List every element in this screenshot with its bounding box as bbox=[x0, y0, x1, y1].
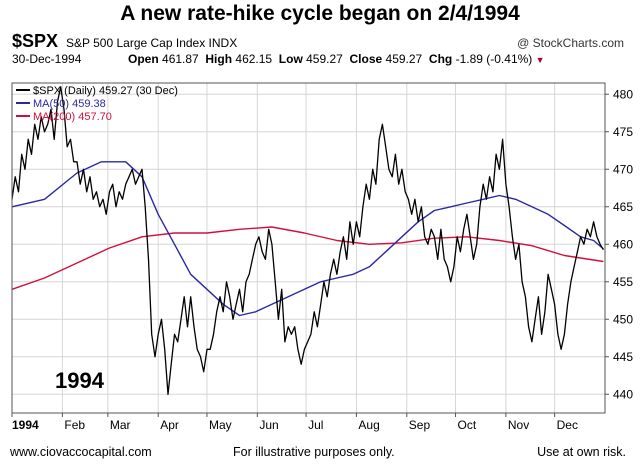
x-tick-label: 1994 bbox=[12, 418, 39, 432]
high-label: High bbox=[205, 52, 233, 66]
down-triangle-icon: ▼ bbox=[535, 55, 545, 65]
chg-label: Chg bbox=[428, 52, 453, 66]
chg-value: -1.89 (-0.41%) bbox=[455, 52, 533, 66]
chart-legend: $SPX (Daily) 459.27 (30 Dec)MA(50) 459.3… bbox=[16, 85, 178, 123]
close-value: 459.27 bbox=[385, 52, 423, 66]
low-label: Low bbox=[278, 52, 303, 66]
y-tick-label: 465 bbox=[613, 200, 633, 214]
x-tick-label: Dec bbox=[557, 418, 578, 432]
grid-lines bbox=[12, 83, 605, 413]
y-tick-label: 460 bbox=[613, 237, 633, 251]
quote-date: 30-Dec-1994 bbox=[12, 52, 82, 66]
x-tick-label: Oct bbox=[458, 418, 477, 432]
quote-values: Open 461.87 High 462.15 Low 459.27 Close… bbox=[128, 52, 545, 66]
close-label: Close bbox=[349, 52, 383, 66]
x-tick-label: Mar bbox=[110, 418, 131, 432]
plot-frame bbox=[11, 82, 606, 414]
y-tick-label: 450 bbox=[613, 312, 633, 326]
x-tick-label: Apr bbox=[160, 418, 179, 432]
y-axis-ticks: 440 445 450 455 460 465 470 475 480 bbox=[605, 87, 633, 401]
chart-header: $SPX S&P 500 Large Cap Index INDX @ Stoc… bbox=[12, 30, 630, 66]
x-tick-label: Sep bbox=[409, 418, 431, 432]
y-tick-label: 440 bbox=[613, 387, 633, 401]
legend-label: $SPX (Daily) 459.27 (30 Dec) bbox=[33, 85, 178, 97]
ticker-symbol: $SPX bbox=[12, 31, 59, 51]
series-line-ma50 bbox=[11, 161, 604, 317]
y-tick-label: 475 bbox=[613, 125, 633, 139]
open-label: Open bbox=[128, 52, 159, 66]
open-value: 461.87 bbox=[162, 52, 199, 66]
series-line-spxdaily bbox=[11, 86, 604, 395]
x-tick-label: May bbox=[209, 418, 232, 432]
ticker-description: S&P 500 Large Cap Index INDX bbox=[66, 36, 238, 50]
chart-title: A new rate-hike cycle began on 2/4/1994 bbox=[120, 2, 520, 25]
series-lines bbox=[11, 86, 604, 395]
y-tick-label: 445 bbox=[613, 350, 633, 364]
y-tick-label: 455 bbox=[613, 275, 633, 289]
x-tick-label: Jun bbox=[259, 418, 278, 432]
high-value: 462.15 bbox=[235, 52, 273, 66]
y-tick-label: 470 bbox=[613, 162, 633, 176]
copyright-text: @ StockCharts.com bbox=[517, 36, 624, 50]
series-line-ma200 bbox=[11, 226, 604, 290]
legend-label: MA(50) 459.38 bbox=[33, 98, 106, 110]
footer-risk: Use at own risk. bbox=[537, 445, 626, 459]
footer-disclaimer: For illustrative purposes only. bbox=[233, 445, 395, 459]
legend-label: MA(200) 457.70 bbox=[33, 111, 112, 123]
x-tick-label: Nov bbox=[508, 418, 529, 432]
x-tick-label: Aug bbox=[358, 418, 379, 432]
year-annotation: 1994 bbox=[55, 368, 105, 393]
x-tick-label: Feb bbox=[64, 418, 85, 432]
footer-website: www.ciovaccocapital.com bbox=[10, 445, 152, 459]
low-value: 459.27 bbox=[306, 52, 343, 66]
x-tick-label: Jul bbox=[308, 418, 323, 432]
y-tick-label: 480 bbox=[613, 87, 633, 101]
x-axis-ticks: 1994 Feb Mar Apr May Jun Jul Aug Sep Oct Nov Dec bbox=[11, 413, 578, 432]
